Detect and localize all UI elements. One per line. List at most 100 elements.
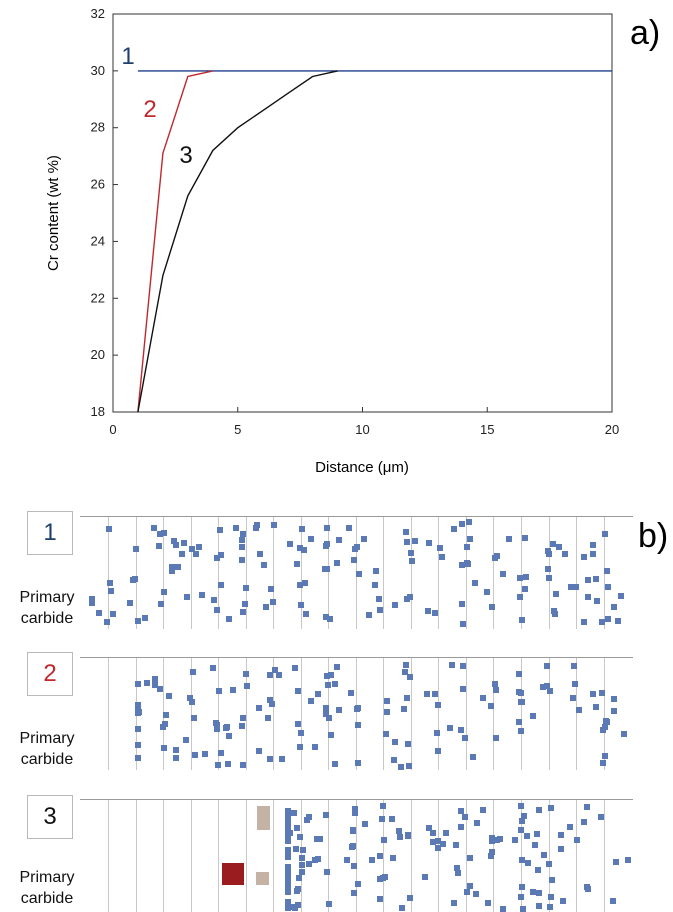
carbide-particle [431,610,438,617]
carbide-particle [239,715,246,722]
carbide-particle [583,884,590,891]
carbide-particle [215,761,222,768]
carbide-particle [524,832,530,839]
carbide-particle [135,701,141,708]
carbide-particle [323,673,330,680]
carbide-particle [135,726,141,733]
carbide-particle [480,695,487,702]
carbide-particle [459,663,466,670]
carbide-particle [485,899,491,906]
carbide-particle [190,714,197,721]
grain-boundary [493,658,494,770]
primary-label-line2: carbide [20,751,74,768]
grain-boundary [246,800,247,912]
carbide-particle [390,757,397,764]
x-tick-label: 20 [605,422,619,437]
carbide-particle [464,561,471,567]
carbide-particle [285,808,291,814]
series-1-label: 1 [121,43,134,70]
carbide-particle [299,526,306,533]
carbide-particle [161,530,168,537]
carbide-particle [355,760,362,767]
panel-1-primary-carbide-label: Primary carbide [2,587,92,629]
grain-boundary [273,517,274,629]
carbide-particle [216,688,223,695]
carbide-particle [580,618,587,625]
x-tick-label: 10 [355,422,369,437]
y-tick-label: 28 [91,120,105,135]
carbide-particle [594,597,601,604]
carbide-particle [544,565,551,572]
carbide-particle [299,847,306,854]
carbide-particle [546,903,553,910]
carbide-particle [350,826,357,833]
carbide-particle [332,681,339,687]
carbide-particle [351,545,358,552]
carbide-particle [532,841,538,848]
carbide-particle [457,808,464,815]
carbide-particle [400,706,407,713]
panel-a-label: a) [630,14,660,52]
carbide-particle [296,744,303,751]
carbide-particle [298,729,305,736]
carbide-particle [162,711,169,718]
grain-boundary [163,800,164,912]
grain-boundary [246,517,247,629]
carbide-particle [488,849,495,856]
carbide-particle [491,554,498,561]
carbide-particle [196,543,203,550]
carbide-particle [377,896,384,903]
carbide-particle [166,693,173,699]
carbide-particle [255,747,262,754]
carbide-particle [599,618,606,625]
y-tick-label: 30 [91,63,105,78]
carbide-particle [544,548,551,555]
carbide-particle [399,904,406,911]
carbide-particle [334,663,341,670]
carbide-particle [380,837,387,844]
panel-3-microstructure [80,799,633,912]
carbide-particle [536,889,543,896]
carbide-particle [403,661,409,668]
grain-boundary [411,517,412,629]
carbide-particle [179,551,186,557]
carbide-particle [397,833,404,840]
carbide-particle [480,807,487,814]
x-tick-label: 15 [480,422,494,437]
carbide-particle [224,760,231,767]
grain-boundary [466,517,467,629]
primary-label-line2: carbide [20,610,74,627]
carbide-particle [547,893,554,900]
carbide-particle [238,537,245,544]
grain-boundary [108,517,109,629]
carbide-particle [438,553,445,560]
carbide-particle [492,681,499,688]
carbide-particle [449,662,456,669]
carbide-particle [294,560,301,567]
carbide-particle [161,588,168,595]
carbide-particle [135,707,141,713]
carbide-particle [379,816,386,823]
carbide-particle [459,561,466,568]
carbide-particle [106,525,113,532]
carbide-particle [285,879,291,886]
carbide-particle [296,874,303,881]
carbide-particle [412,537,419,544]
primary-label-line1: Primary [19,730,75,747]
carbide-particle [459,520,466,527]
carbide-particle [573,837,580,843]
carbide-particle [344,857,350,864]
carbide-particle [553,590,560,597]
carbide-particle [540,852,547,859]
carbide-particle [297,545,303,552]
carbide-particle [463,888,470,895]
carbide-particle [285,812,291,819]
carbide-particle [151,682,158,689]
carbide-particle [288,904,295,911]
carbide-particle [243,584,249,591]
carbide-particle [157,530,164,537]
carbide-particle [450,899,457,906]
carbide-particle [540,684,547,691]
carbide-particle [306,861,312,868]
carbide-particle [515,670,522,677]
